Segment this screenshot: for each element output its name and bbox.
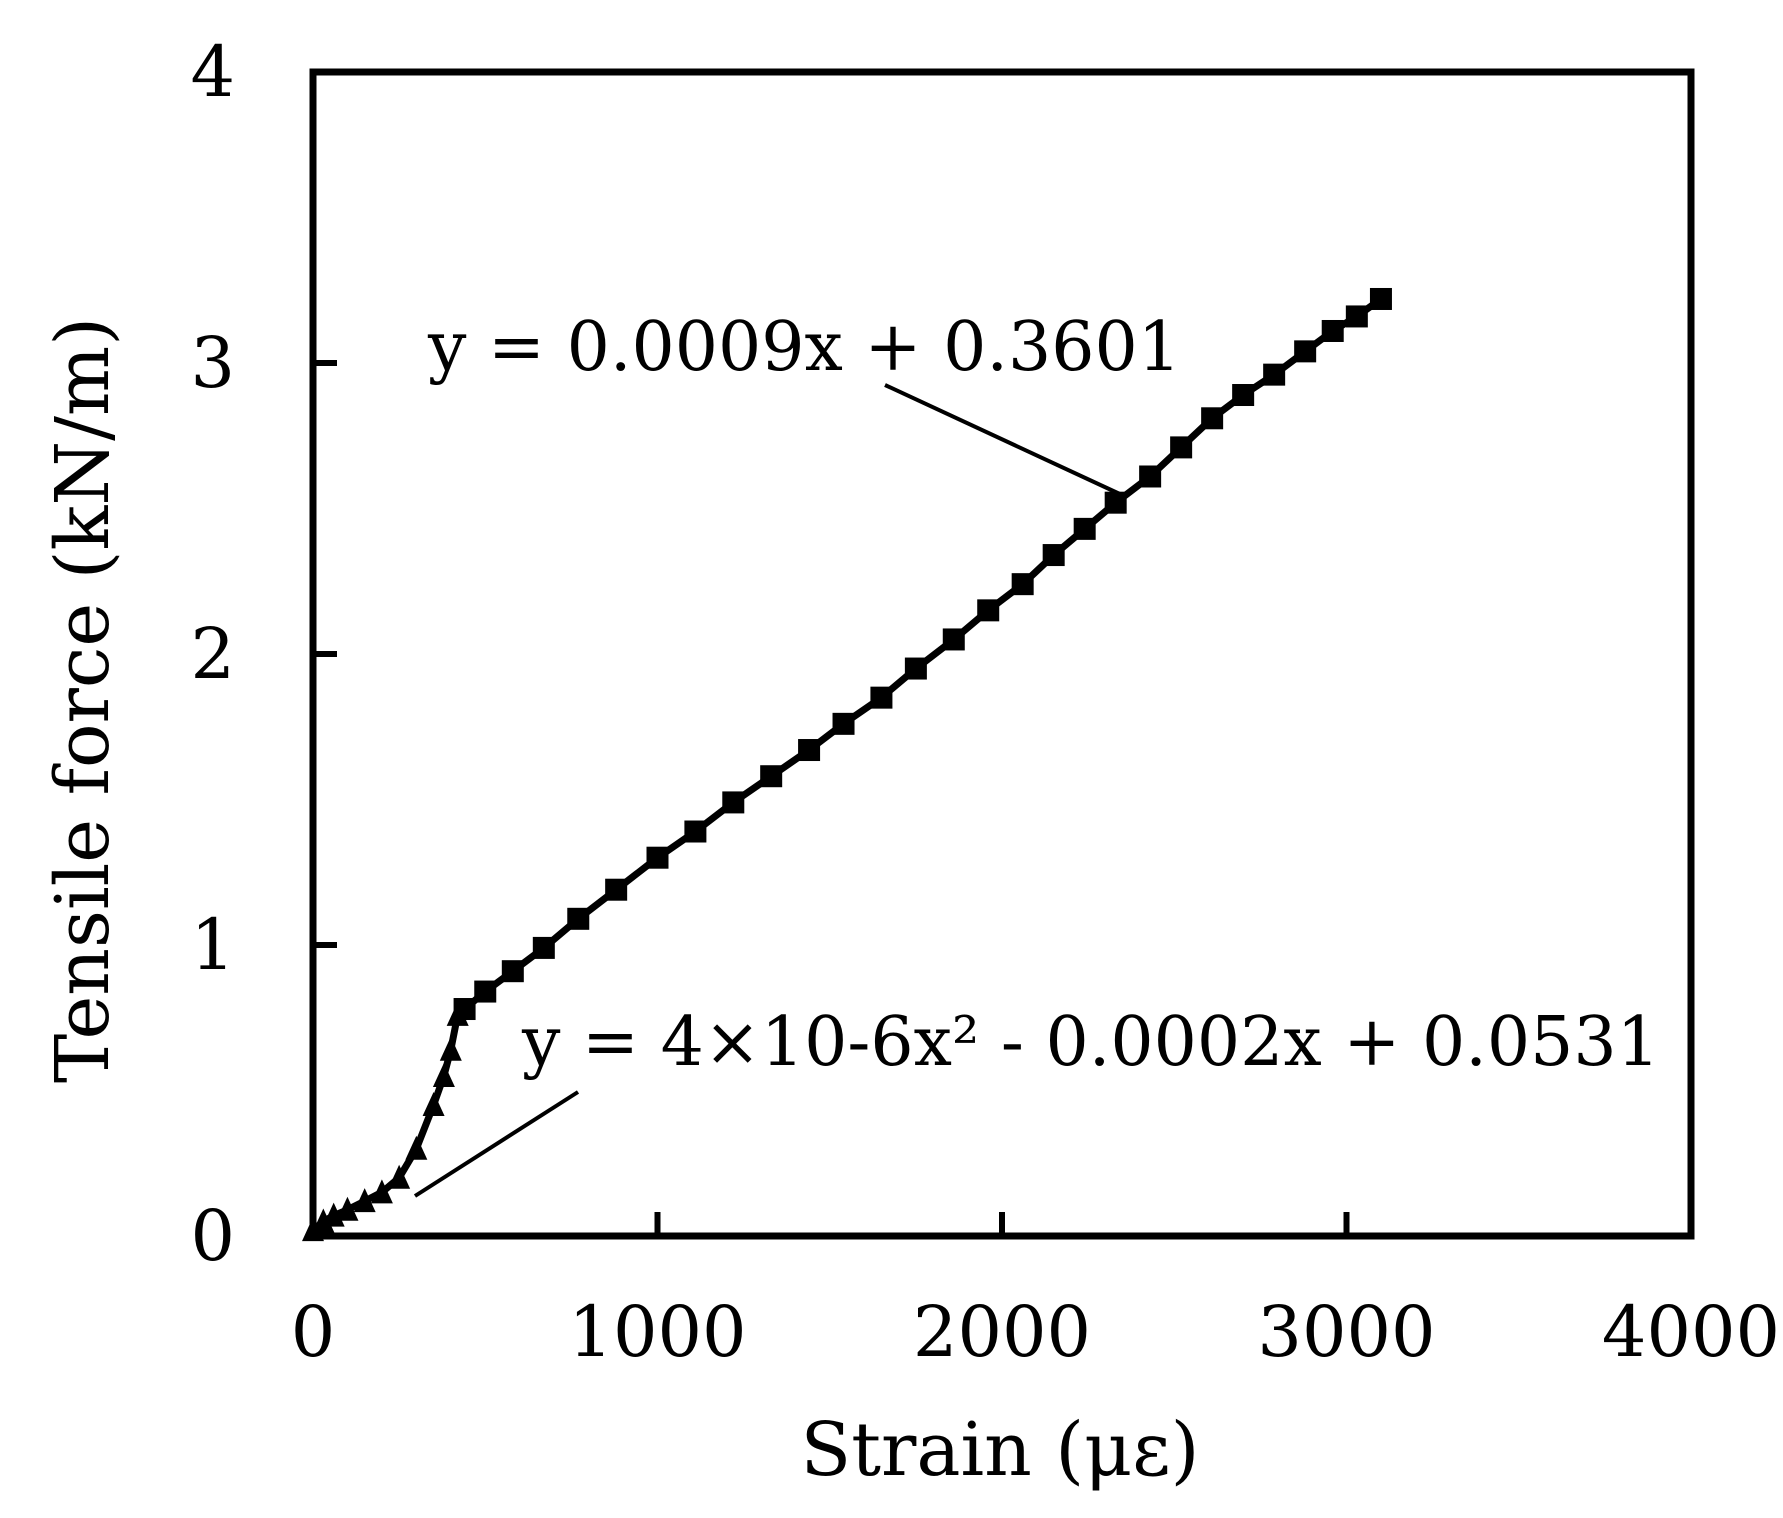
annotation-leader-linear <box>884 383 1123 497</box>
x-axis-label: Strain (με) <box>801 1407 1200 1493</box>
data-point-square <box>501 960 524 983</box>
data-point-square <box>532 936 555 959</box>
data-point-square <box>1042 544 1065 567</box>
data-point-square <box>977 599 1000 622</box>
data-point-square <box>1294 340 1317 363</box>
data-point-square <box>453 998 476 1021</box>
data-point-square <box>1170 436 1193 459</box>
data-point-square <box>684 820 707 843</box>
data-point-square <box>605 878 628 901</box>
data-point-square <box>474 980 497 1003</box>
data-point-square <box>567 907 590 930</box>
y-tick-label: 0 <box>190 1195 235 1277</box>
data-point-square <box>722 791 745 814</box>
data-point-square <box>1369 287 1392 310</box>
data-point-square <box>904 657 927 680</box>
data-point-triangle <box>405 1135 428 1160</box>
y-tick-label: 4 <box>190 31 235 113</box>
annotation-quadratic-equation: y = 4×10-6x² - 0.0002x + 0.0531 <box>521 1003 1660 1082</box>
data-point-triangle <box>439 1036 462 1061</box>
data-point-square <box>1345 305 1368 328</box>
y-tick-label: 1 <box>190 904 235 986</box>
data-point-square <box>942 628 965 651</box>
data-point-square <box>832 712 855 735</box>
data-point-triangle <box>432 1062 455 1087</box>
tick-labels: 0 1000 2000 3000 4000 0 1 2 3 4 <box>190 31 1780 1373</box>
series-group <box>302 287 1392 1242</box>
data-point-triangle <box>336 1196 359 1221</box>
y-tick-label: 2 <box>190 613 235 695</box>
x-tick-label: 2000 <box>913 1291 1091 1373</box>
x-tick-label: 3000 <box>1257 1291 1435 1373</box>
data-point-square <box>1321 319 1344 342</box>
y-axis-label: Tensile force (kN/m) <box>40 317 126 1083</box>
data-point-square <box>1139 465 1162 488</box>
data-point-triangle <box>388 1164 411 1189</box>
data-point-square <box>870 686 893 709</box>
data-point-square <box>646 846 669 869</box>
data-point-square <box>1263 363 1286 386</box>
data-point-triangle <box>422 1092 445 1117</box>
data-point-square <box>1201 407 1224 430</box>
data-point-square <box>1073 517 1096 540</box>
data-point-square <box>798 739 821 762</box>
data-point-triangle <box>370 1179 393 1204</box>
data-point-square <box>1011 573 1034 596</box>
data-point-triangle <box>353 1188 376 1213</box>
data-point-square <box>1104 491 1127 514</box>
data-point-triangle <box>302 1217 324 1242</box>
x-tick-label: 0 <box>291 1291 336 1373</box>
annotation-linear-equation: y = 0.0009x + 0.3601 <box>427 308 1181 387</box>
data-point-square <box>760 765 783 788</box>
x-tick-label: 1000 <box>568 1291 746 1373</box>
data-point-square <box>1232 384 1255 407</box>
series-triangle <box>302 1001 469 1242</box>
series-square <box>453 287 1392 1021</box>
y-tick-label: 3 <box>190 322 235 404</box>
x-tick-label: 4000 <box>1602 1291 1780 1373</box>
annotation-leader-quadratic <box>413 1090 580 1198</box>
ticks <box>313 360 1350 1236</box>
